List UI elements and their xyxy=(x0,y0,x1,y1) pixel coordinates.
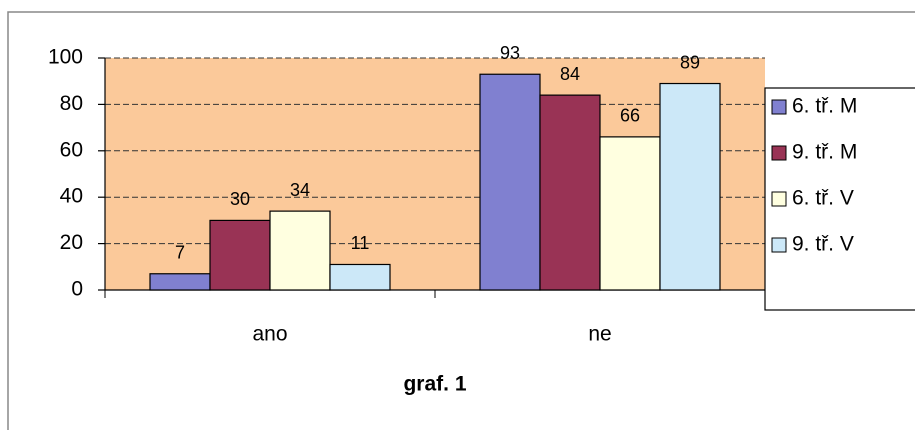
bar xyxy=(479,73,541,291)
legend-box xyxy=(764,87,915,311)
data-label: 89 xyxy=(680,52,700,72)
y-tick-label: 0 xyxy=(71,278,83,301)
bar xyxy=(599,136,661,291)
data-label: 11 xyxy=(351,233,370,253)
legend-label: 9. tř. M xyxy=(792,141,857,164)
data-label: 93 xyxy=(500,43,520,63)
y-tick-label: 60 xyxy=(60,138,83,161)
bar xyxy=(539,94,601,291)
legend-swatch xyxy=(771,191,787,207)
data-label: 66 xyxy=(620,106,640,126)
y-tick-label: 40 xyxy=(60,185,83,208)
data-label: 34 xyxy=(290,180,310,200)
data-label: 84 xyxy=(560,64,580,84)
bar xyxy=(149,273,211,291)
legend-label: 6. tř. M xyxy=(792,95,857,118)
y-tick-label: 100 xyxy=(48,46,83,69)
legend-swatch xyxy=(771,145,787,161)
bar xyxy=(659,82,721,291)
legend-label: 9. tř. V xyxy=(792,233,854,256)
legend-swatch xyxy=(771,99,787,115)
legend-label: 6. tř. V xyxy=(792,187,854,210)
x-tick-label: ne xyxy=(588,323,611,346)
y-tick-label: 20 xyxy=(60,231,83,254)
bar xyxy=(329,263,391,291)
x-tick-label: ano xyxy=(252,323,287,346)
bar xyxy=(209,219,271,291)
data-label: 7 xyxy=(175,243,185,263)
bar xyxy=(269,210,331,291)
x-axis-title: graf. 1 xyxy=(403,373,466,396)
data-label: 30 xyxy=(230,189,250,209)
legend-swatch xyxy=(771,237,787,253)
y-tick-label: 80 xyxy=(60,92,83,115)
